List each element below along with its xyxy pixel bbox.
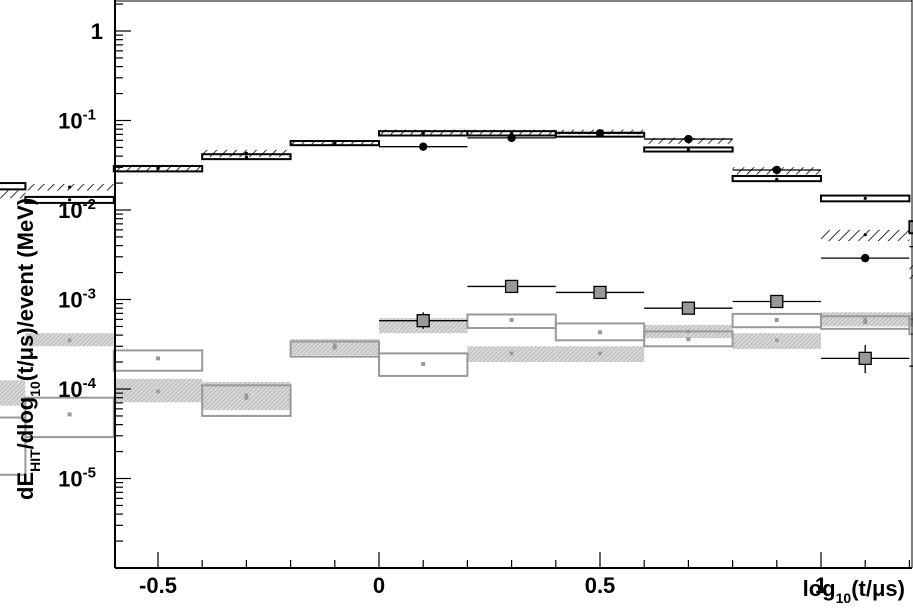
y-tick-label: 10-2 bbox=[58, 196, 96, 223]
gray-box bbox=[289, 340, 381, 358]
gray-box-center-marker bbox=[421, 362, 426, 367]
data-point-square bbox=[504, 279, 519, 294]
gray-band-center-marker bbox=[863, 317, 867, 322]
black-box bbox=[820, 194, 911, 203]
x-tick-label: 0 bbox=[373, 573, 385, 598]
data-point-square bbox=[858, 351, 872, 366]
gray-box-center-marker bbox=[156, 356, 160, 361]
gray-box bbox=[908, 318, 913, 336]
gray-box bbox=[378, 352, 469, 377]
gray-band-center-marker bbox=[509, 351, 514, 356]
data-point bbox=[595, 129, 605, 138]
y-tick-label: 10-3 bbox=[58, 286, 96, 313]
black-box-center-marker bbox=[775, 177, 779, 181]
gray-band-center-marker bbox=[67, 338, 72, 343]
gray-box-center-marker bbox=[244, 395, 249, 400]
gray-box-center-marker bbox=[598, 330, 602, 335]
gray-box-center-marker bbox=[686, 337, 691, 342]
gray-box bbox=[112, 349, 204, 372]
black-box bbox=[201, 153, 292, 161]
black-box bbox=[643, 146, 734, 153]
hatched-band bbox=[909, 265, 913, 279]
hatched-band bbox=[0, 190, 26, 199]
black-box-center-marker bbox=[156, 167, 160, 171]
black-box bbox=[908, 220, 913, 235]
gray-box-center-marker bbox=[67, 412, 72, 417]
gray-box-center-marker bbox=[863, 320, 868, 325]
black-box-center-marker bbox=[244, 155, 248, 159]
gray-box-center-marker bbox=[509, 318, 514, 323]
x-axis-title: log10(t/μs) bbox=[803, 576, 905, 606]
gray-box bbox=[201, 384, 292, 417]
black-box-center-marker bbox=[333, 141, 337, 145]
gray-band bbox=[0, 380, 26, 406]
gray-box-center-marker bbox=[332, 345, 337, 350]
band-center-marker bbox=[68, 185, 72, 189]
black-box bbox=[0, 182, 27, 191]
gray-band-center-marker bbox=[156, 389, 160, 394]
points-layer bbox=[379, 129, 913, 374]
black-box-center-marker bbox=[686, 148, 691, 152]
y-tick-label: 10-4 bbox=[58, 375, 96, 402]
black-box-center-marker bbox=[421, 131, 425, 135]
gray-box bbox=[643, 330, 734, 348]
data-point bbox=[684, 134, 693, 144]
y-tick-label: 10-5 bbox=[58, 465, 96, 492]
black-box-center-marker bbox=[863, 196, 867, 200]
black-box-center-marker bbox=[68, 198, 72, 202]
data-point bbox=[507, 133, 516, 143]
y-tick-label: 10-1 bbox=[58, 107, 96, 134]
data-point bbox=[861, 253, 870, 263]
black-box bbox=[112, 165, 204, 173]
black-box bbox=[24, 195, 115, 204]
gray-band-center-marker bbox=[598, 351, 602, 356]
gray-band-center-marker bbox=[775, 338, 779, 343]
data-point-square bbox=[770, 294, 784, 309]
data-point-square bbox=[681, 301, 696, 315]
x-tick-label: -0.5 bbox=[139, 573, 177, 598]
axes-layer bbox=[114, 0, 913, 569]
gray-band-center-marker bbox=[333, 343, 337, 347]
gray-box bbox=[24, 396, 115, 439]
data-point bbox=[419, 142, 428, 151]
black-box bbox=[289, 140, 381, 147]
x-tick-label: 1 bbox=[815, 573, 827, 598]
data-point bbox=[772, 165, 781, 175]
gray-band-center-marker bbox=[244, 393, 249, 398]
band-center-marker bbox=[863, 233, 867, 237]
y-tick-label: 1 bbox=[91, 19, 103, 44]
gray-box-center-marker bbox=[774, 318, 779, 323]
black-box bbox=[731, 174, 822, 183]
data-point-square bbox=[416, 314, 430, 328]
x-tick-label: 0.5 bbox=[585, 573, 616, 598]
y-axis-title: dEHIT/dlog10(t/μs)/event (MeV) bbox=[13, 198, 43, 500]
boxes-layer bbox=[0, 130, 913, 476]
data-point-square bbox=[593, 285, 607, 300]
gray-box bbox=[0, 416, 27, 476]
ticks-layer: -1-0.500.511.52110-110-210-310-410-5 bbox=[58, 3, 911, 598]
